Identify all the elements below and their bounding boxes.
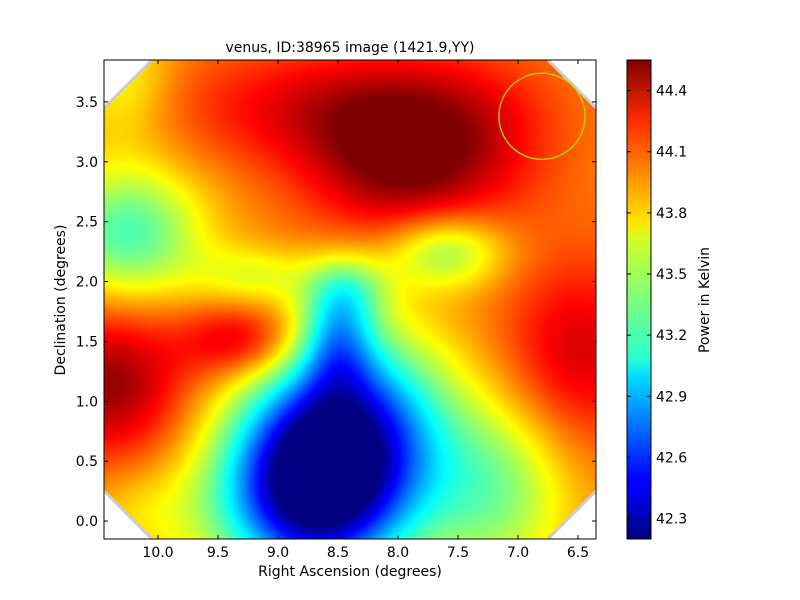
y-tick-label: 3.5	[76, 95, 98, 111]
y-axis-label: Declination (degrees)	[53, 225, 69, 376]
x-tick-label: 9.0	[267, 545, 289, 561]
colorbar-ticks: 42.3 42.6 42.9 43.2 43.5 43.8 44.1 44.4	[627, 84, 687, 528]
corner-edge-bottom-left	[104, 489, 154, 539]
colorbar: 42.3 42.6 42.9 43.2 43.5 43.8 44.1 44.4 Power i…	[626, 59, 713, 540]
corner-edge-top-right	[546, 60, 596, 110]
colorbar-label: Power in Kelvin	[697, 247, 713, 353]
colorbar-tick-label: 43.8	[656, 206, 687, 222]
chart-title: venus, ID:38965 image (1421.9,YY)	[226, 40, 475, 56]
corner-edge-bottom-right	[546, 489, 596, 539]
x-tick-label: 10.0	[142, 545, 173, 561]
beam-circle	[498, 72, 586, 161]
plot-frame	[103, 59, 597, 540]
x-tick-label: 7.5	[447, 545, 469, 561]
plot-area: 10.0 9.5 9.0 8.5 8.0 7.5 7.0 6.5 0.0 0.5 1.0 1.5 2.…	[76, 59, 597, 561]
colorbar-tick-label: 42.6	[656, 450, 687, 466]
colorbar-tick-label: 44.1	[656, 145, 687, 161]
colorbar-tick-label: 42.9	[656, 389, 687, 405]
y-tick-label: 2.5	[76, 215, 98, 231]
x-axis-label: Right Ascension (degrees)	[258, 564, 442, 580]
x-tick-label: 6.5	[567, 545, 589, 561]
y-tick-label: 3.0	[76, 155, 98, 171]
x-tick-label: 8.5	[327, 545, 349, 561]
corner-edge-top-left	[104, 60, 154, 110]
y-axis-ticks: 0.0 0.5 1.0 1.5 2.0 2.5 3.0 3.5	[76, 95, 596, 530]
x-axis-ticks: 10.0 9.5 9.0 8.5 8.0 7.5 7.0 6.5	[142, 60, 589, 561]
y-tick-label: 1.0	[76, 394, 98, 410]
x-tick-label: 7.0	[507, 545, 529, 561]
colorbar-fill	[627, 60, 651, 539]
y-tick-label: 0.5	[76, 454, 98, 470]
heatmap-image	[104, 60, 596, 539]
colorbar-tick-label: 43.5	[656, 267, 687, 283]
colorbar-tick-label: 44.4	[656, 84, 687, 100]
colorbar-tick-label: 42.3	[656, 512, 687, 528]
colorbar-tick-label: 43.2	[656, 328, 687, 344]
colorbar-frame	[626, 59, 652, 540]
y-tick-label: 2.0	[76, 275, 98, 291]
x-tick-label: 9.5	[207, 545, 229, 561]
y-tick-label: 0.0	[76, 514, 98, 530]
x-tick-label: 8.0	[387, 545, 409, 561]
y-tick-label: 1.5	[76, 334, 98, 350]
